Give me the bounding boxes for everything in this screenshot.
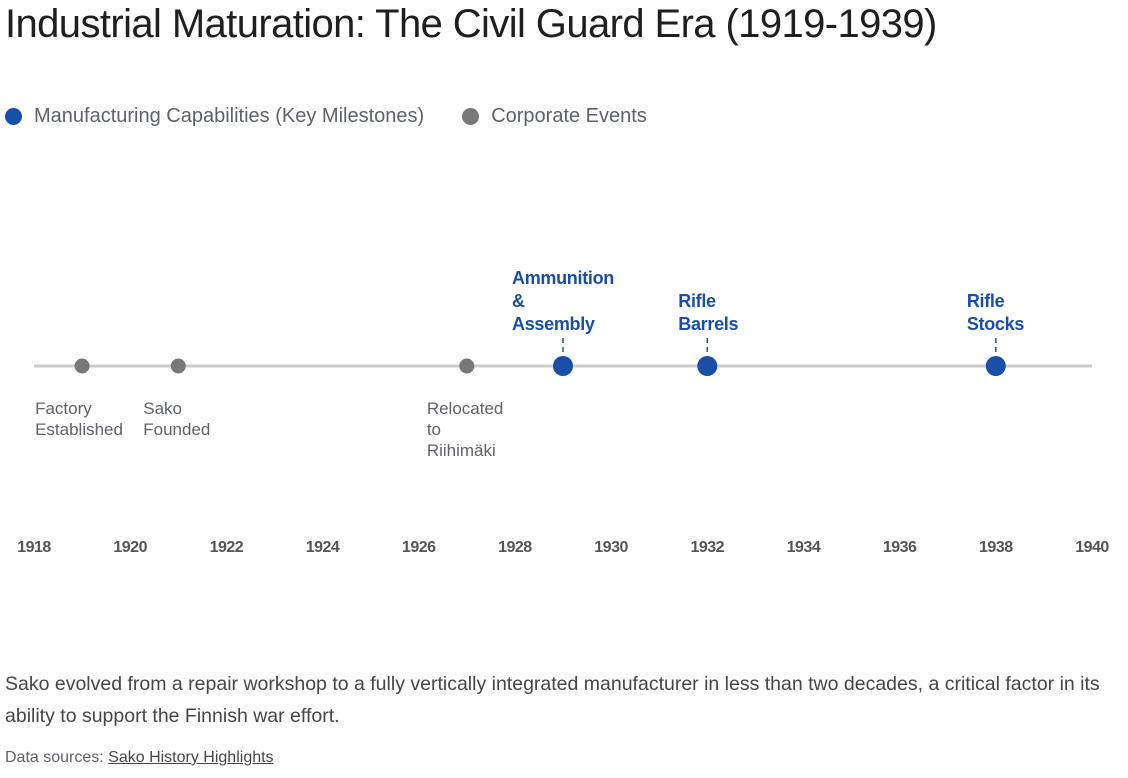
event-label: Founded (143, 420, 210, 439)
event-label: Sako (143, 399, 182, 418)
event-label: Established (35, 420, 123, 439)
chart-title: Industrial Maturation: The Civil Guard E… (5, 2, 937, 46)
legend-item-corporate: Corporate Events (462, 105, 647, 128)
milestone-event: Ammunition & Assembly (512, 268, 614, 376)
legend-label-manufacturing: Manufacturing Capabilities (Key Mileston… (34, 105, 425, 127)
milestone-event: Rifle Stocks (967, 291, 1025, 376)
legend: Manufacturing Capabilities (Key Mileston… (5, 105, 685, 128)
legend-label-corporate: Corporate Events (491, 105, 647, 127)
corporate-event: Sako Founded (143, 358, 210, 439)
x-tick-label: 1930 (594, 539, 628, 556)
milestone-label: Rifle (678, 291, 716, 311)
milestone-dot (697, 356, 718, 376)
x-axis-ticks: 1918 1920 1922 1924 1926 1928 1930 1932 1934 1936… (17, 539, 1110, 556)
sources-link[interactable]: Sako History Highlights (108, 749, 274, 766)
event-dot (459, 358, 475, 374)
corporate-event: Factory Established (35, 358, 123, 439)
milestone-label: Stocks (967, 314, 1025, 334)
data-sources: Data sources: Sako History Highlights (5, 749, 274, 767)
legend-swatch-corporate (462, 108, 480, 125)
event-dot (74, 358, 90, 374)
timeline-marks: Ammunition & Assembly Rifle Barrels Rifle Stoc… (35, 268, 1025, 460)
chart-description: Sako evolved from a repair workshop to a… (5, 673, 1100, 727)
corporate-event: Relocated to Riihimäki (427, 358, 504, 460)
sources-prefix: Data sources: (5, 749, 109, 766)
milestone-label: & (512, 291, 525, 311)
event-dot (170, 358, 186, 374)
milestone-dot (553, 356, 573, 376)
event-label: Riihimäki (427, 441, 496, 460)
milestone-event: Rifle Barrels (678, 291, 739, 376)
milestone-dot (985, 356, 1006, 376)
milestone-label: Ammunition (512, 268, 614, 288)
event-label: Relocated (427, 399, 504, 418)
milestone-label: Barrels (678, 314, 738, 334)
x-tick-label: 1922 (210, 539, 244, 556)
x-tick-label: 1926 (402, 539, 436, 556)
x-tick-label: 1920 (113, 539, 147, 556)
x-tick-label: 1938 (979, 539, 1013, 556)
x-tick-label: 1918 (17, 539, 51, 556)
x-tick-label: 1932 (690, 539, 724, 556)
legend-swatch-manufacturing (5, 108, 22, 125)
legend-item-manufacturing: Manufacturing Capabilities (Key Mileston… (5, 105, 424, 128)
x-tick-label: 1924 (306, 539, 340, 556)
x-tick-label: 1936 (883, 539, 917, 556)
milestone-label: Assembly (512, 314, 595, 334)
x-tick-label: 1940 (1075, 539, 1109, 556)
x-tick-label: 1928 (498, 539, 532, 556)
milestone-label: Rifle (967, 291, 1005, 311)
event-label: Factory (35, 399, 92, 418)
x-tick-label: 1934 (787, 539, 821, 556)
event-label: to (427, 420, 441, 439)
